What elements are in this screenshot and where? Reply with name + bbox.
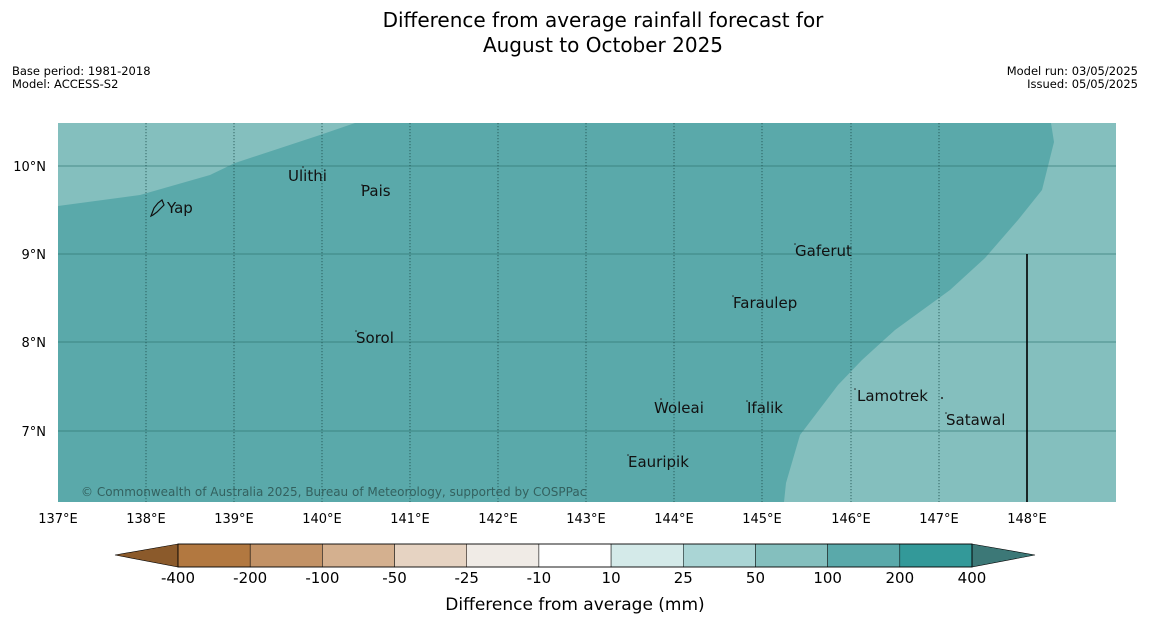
colorbar-segment (466, 543, 540, 568)
lon-label: 146°E (831, 512, 871, 527)
place-yap: Yap (166, 199, 193, 217)
chart-title: Difference from average rainfall forecas… (0, 8, 1150, 58)
colorbar-tick-label: -10 (527, 569, 552, 587)
colorbar-segment (249, 543, 323, 568)
island-dot (660, 398, 662, 400)
colorbar-tick-label: 50 (746, 569, 765, 587)
island-dot (627, 454, 629, 456)
island-dot (945, 412, 947, 414)
colorbar: -400 -200 -100 -50 -25 -10 10 25 50 100 200 400 Dif… (114, 543, 1036, 615)
colorbar-title: Difference from average (mm) (445, 595, 704, 615)
island-dots (302, 166, 947, 456)
title-line-2: August to October 2025 (482, 33, 724, 57)
colorbar-tick-label: 100 (813, 569, 842, 587)
lon-label: 145°E (742, 512, 782, 527)
place-ifalik: Ifalik (747, 399, 783, 417)
colorbar-tick-label: -50 (382, 569, 407, 587)
colorbar-tick-label: -100 (305, 569, 339, 587)
meta-right: Model run: 03/05/2025 Issued: 05/05/2025 (1007, 65, 1138, 91)
copyright-text: © Commonwealth of Australia 2025, Bureau… (81, 485, 586, 499)
island-dot (854, 388, 856, 390)
place-eauripik: Eauripik (628, 453, 689, 471)
place-sorol: Sorol (356, 329, 394, 347)
place-woleai: Woleai (654, 399, 704, 417)
longitude-gridlines (145, 123, 940, 502)
lon-label: 141°E (390, 512, 430, 527)
lon-label: 143°E (566, 512, 606, 527)
colorbar-tick-label: 400 (958, 569, 987, 587)
lat-label: 10°N (13, 160, 46, 175)
colorbar-frame (177, 543, 973, 568)
colorbar-segment (538, 543, 612, 568)
place-satawal: Satawal (946, 411, 1005, 429)
colorbar-segment (899, 543, 973, 568)
colorbar-segment (683, 543, 756, 568)
island-dot (794, 243, 796, 245)
island-dot (941, 397, 943, 399)
colorbar-low-extension (114, 543, 179, 568)
island-dot (355, 330, 357, 332)
place-pais: Pais (361, 182, 391, 200)
issued-label: Issued: 05/05/2025 (1027, 77, 1138, 91)
place-ulithi: Ulithi (288, 167, 327, 185)
colorbar-segment (394, 543, 467, 568)
colorbar-tick-label: 200 (885, 569, 914, 587)
base-period-label: Base period: 1981-2018 (12, 64, 151, 78)
lat-label: 9°N (22, 248, 47, 263)
colorbar-tick-label: -200 (233, 569, 267, 587)
lon-label: 140°E (302, 512, 342, 527)
island-dot (302, 166, 304, 168)
lon-label: 137°E (38, 512, 78, 527)
lon-label: 142°E (478, 512, 518, 527)
colorbar-segment (322, 543, 395, 568)
model-label: Model: ACCESS-S2 (12, 77, 119, 91)
colorbar-segment (610, 543, 684, 568)
lon-label: 144°E (654, 512, 694, 527)
lon-label: 138°E (126, 512, 166, 527)
region-50-100mm-east (784, 123, 1116, 502)
title-line-1: Difference from average rainfall forecas… (382, 8, 824, 32)
colorbar-segments (177, 543, 973, 568)
lon-label: 139°E (214, 512, 254, 527)
island-dot (746, 400, 748, 402)
meta-left: Base period: 1981-2018 Model: ACCESS-S2 (12, 65, 151, 91)
yap-island-shape (149, 199, 165, 218)
model-run-label: Model run: 03/05/2025 (1006, 64, 1138, 78)
island-dot (361, 184, 363, 186)
colorbar-tick-label: -25 (454, 569, 479, 587)
latitude-labels: 10°N 9°N 8°N 7°N (13, 160, 46, 440)
region-50-100mm-northwest (58, 123, 355, 206)
colorbar-high-extension (971, 543, 1036, 568)
lat-label: 7°N (22, 425, 47, 440)
island-dot (732, 295, 734, 297)
lat-label: 8°N (22, 336, 47, 351)
place-lamotrek: Lamotrek (857, 387, 928, 405)
colorbar-tick-labels: -400 -200 -100 -50 -25 -10 10 25 50 100 200 400 (161, 569, 986, 587)
place-gaferut: Gaferut (795, 242, 852, 260)
longitude-labels: 137°E 138°E 139°E 140°E 141°E 142°E 143°… (38, 512, 1047, 527)
colorbar-segment (177, 543, 251, 568)
colorbar-tick-label: 25 (674, 569, 693, 587)
colorbar-segment (827, 543, 901, 568)
colorbar-tick-label: -400 (161, 569, 195, 587)
lon-label: 147°E (919, 512, 959, 527)
rainfall-map: Ulithi Pais Yap Gaferut Faraulep Sorol L… (58, 123, 1116, 502)
lon-label: 148°E (1007, 512, 1047, 527)
colorbar-tick-label: 10 (602, 569, 621, 587)
place-faraulep: Faraulep (733, 294, 797, 312)
colorbar-segment (755, 543, 828, 568)
